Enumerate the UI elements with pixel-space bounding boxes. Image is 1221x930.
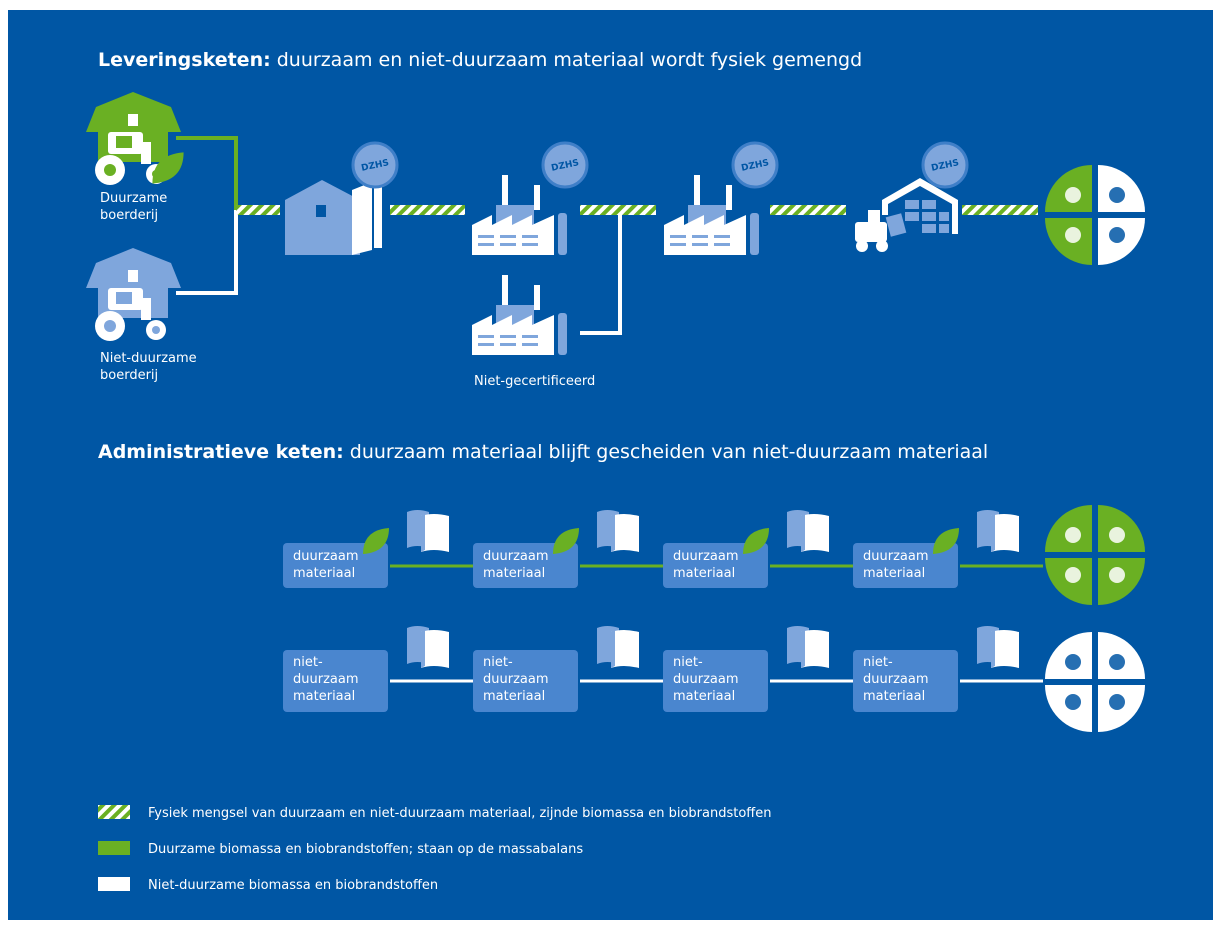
material-box xyxy=(853,543,958,588)
product-icon xyxy=(1065,227,1081,243)
background xyxy=(8,10,1213,920)
material-box xyxy=(853,650,958,712)
admin-title: Administratieve keten: duurzaam materiaa… xyxy=(98,441,988,463)
title-rest: duurzaam en niet-duurzaam materiaal word… xyxy=(277,49,862,71)
mixed-lines xyxy=(236,205,1038,215)
box-text: niet-duurzaam materiaal xyxy=(483,655,549,704)
box-line: duurzaam xyxy=(293,672,359,687)
badge-circle xyxy=(921,141,969,189)
box-text: duurzaam materiaal xyxy=(863,549,929,581)
label-line: boerderij xyxy=(100,368,158,383)
box-line: duurzaam xyxy=(673,672,739,687)
book-icon xyxy=(977,626,1019,668)
product-icon xyxy=(1109,527,1125,543)
legend-text: Fysiek mengsel van duurzaam en niet-duur… xyxy=(148,806,772,821)
distribution-icon xyxy=(855,178,958,252)
box-line: duurzaam xyxy=(293,549,359,564)
white-connector xyxy=(176,210,238,295)
farm-label: Niet-duurzame boerderij xyxy=(100,351,197,383)
box-text: duurzaam materiaal xyxy=(293,549,359,581)
legend-text: Duurzame biomassa en biobrandstoffen; st… xyxy=(148,842,583,857)
uncertified-connector xyxy=(580,215,622,335)
product-icon xyxy=(1065,527,1081,543)
legend-text: Niet-duurzame biomassa en biobrandstoffe… xyxy=(148,878,438,893)
book-icon xyxy=(407,510,449,552)
badges: DZHS DZHS DZHS DZHS xyxy=(351,141,969,189)
product-icon xyxy=(1109,694,1125,710)
box-line: niet- xyxy=(483,655,513,670)
box-line: niet- xyxy=(673,655,703,670)
badge-circle xyxy=(541,141,589,189)
farm-label: Duurzame boerderij xyxy=(100,191,167,223)
book-icon xyxy=(407,626,449,668)
label-line: boerderij xyxy=(100,208,158,223)
book-icon xyxy=(597,626,639,668)
material-box xyxy=(663,543,768,588)
box-text: niet-duurzaam materiaal xyxy=(293,655,359,704)
material-box xyxy=(283,543,388,588)
box-line: materiaal xyxy=(673,566,735,581)
box-line: duurzaam xyxy=(483,549,549,564)
product-icon xyxy=(1109,567,1125,583)
box-line: niet- xyxy=(293,655,323,670)
box-text: niet-duurzaam materiaal xyxy=(673,655,739,704)
box-line: materiaal xyxy=(483,689,545,704)
legend-swatch xyxy=(98,841,130,855)
box-text: duurzaam materiaal xyxy=(483,549,549,581)
box-line: duurzaam xyxy=(863,549,929,564)
label-line: Niet-duurzame xyxy=(100,351,197,366)
badge-circle xyxy=(351,141,399,189)
material-box xyxy=(283,650,388,712)
box-line: materiaal xyxy=(863,689,925,704)
product-icon xyxy=(1109,187,1125,203)
product-icon xyxy=(1065,654,1081,670)
box-line: materiaal xyxy=(863,566,925,581)
box-line: materiaal xyxy=(293,689,355,704)
legend-swatch xyxy=(98,805,130,819)
box-line: materiaal xyxy=(673,689,735,704)
product-icon xyxy=(1065,567,1081,583)
product-icon xyxy=(1065,187,1081,203)
legend-swatch xyxy=(98,877,130,891)
supply-title: Leveringsketen: duurzaam en niet-duurzaa… xyxy=(98,49,862,71)
product-icon xyxy=(1109,227,1125,243)
warehouse-icon xyxy=(285,178,382,255)
box-line: materiaal xyxy=(483,566,545,581)
box-line: niet- xyxy=(863,655,893,670)
material-box xyxy=(663,650,768,712)
title-bold: Leveringsketen: xyxy=(98,49,271,71)
box-line: materiaal xyxy=(293,566,355,581)
pies xyxy=(1045,165,1145,732)
book-icon xyxy=(597,510,639,552)
title-bold: Administratieve keten: xyxy=(98,441,344,463)
green-connector xyxy=(176,136,238,210)
material-box xyxy=(473,650,578,712)
box-text: niet-duurzaam materiaal xyxy=(863,655,929,704)
book-icon xyxy=(787,626,829,668)
uncertified-label: Niet-gecertificeerd xyxy=(474,374,595,389)
box-line: duurzaam xyxy=(863,672,929,687)
product-icon xyxy=(1109,654,1125,670)
box-text: duurzaam materiaal xyxy=(673,549,739,581)
badge-circle xyxy=(731,141,779,189)
product-icon xyxy=(1065,694,1081,710)
label-line: Duurzame xyxy=(100,191,167,206)
title-rest: duurzaam materiaal blijft gescheiden van… xyxy=(350,441,988,463)
book-icon xyxy=(977,510,1019,552)
material-box xyxy=(473,543,578,588)
box-line: duurzaam xyxy=(483,672,549,687)
book-icon xyxy=(787,510,829,552)
box-line: duurzaam xyxy=(673,549,739,564)
